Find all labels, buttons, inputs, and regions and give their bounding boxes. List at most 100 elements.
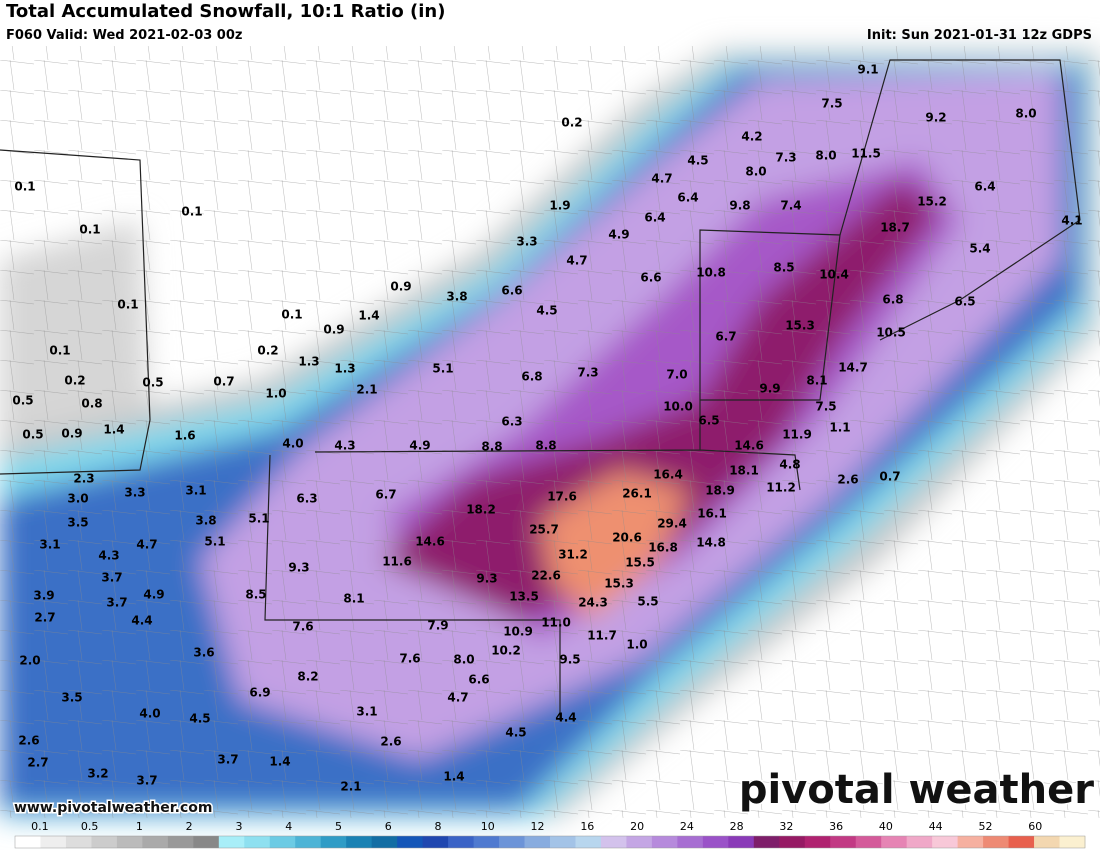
snow-label: 4.9 bbox=[409, 439, 430, 453]
snow-label: 15.3 bbox=[785, 319, 815, 333]
snow-label: 2.6 bbox=[18, 734, 39, 748]
colorbar-label: 36 bbox=[829, 820, 843, 833]
snow-label: 3.7 bbox=[217, 753, 238, 767]
snow-label: 4.5 bbox=[536, 304, 557, 318]
snow-label: 8.1 bbox=[343, 592, 364, 606]
snow-label: 7.6 bbox=[399, 652, 420, 666]
snow-label: 9.3 bbox=[476, 572, 497, 586]
colorbar-swatch bbox=[651, 836, 678, 848]
snow-label: 11.0 bbox=[541, 616, 571, 630]
snow-label: 3.5 bbox=[67, 516, 88, 530]
snow-label: 5.5 bbox=[637, 595, 658, 609]
colorbar-swatch bbox=[881, 836, 908, 848]
snow-labels: 9.1 7.5 9.2 8.0 0.2 4.2 7.3 8.0 11.5 4.5 8.0 4.7 6.4… bbox=[12, 63, 1082, 794]
snow-label: 29.4 bbox=[657, 517, 687, 531]
snow-label: 4.5 bbox=[189, 712, 210, 726]
snow-label: 6.3 bbox=[501, 415, 522, 429]
colorbar-label: 6 bbox=[385, 820, 392, 833]
snow-label: 6.7 bbox=[715, 330, 736, 344]
snow-label: 0.9 bbox=[390, 280, 411, 294]
colorbar-swatch bbox=[524, 836, 551, 848]
snow-label: 7.0 bbox=[666, 368, 687, 382]
colorbar-label: 2 bbox=[186, 820, 193, 833]
init-time: Init: Sun 2021-01-31 12z GDPS bbox=[867, 28, 1092, 43]
snow-label: 7.4 bbox=[780, 199, 801, 213]
snow-label: 0.1 bbox=[281, 308, 302, 322]
snow-label: 3.6 bbox=[193, 646, 214, 660]
url: www.pivotalweather.com bbox=[14, 800, 213, 816]
snow-label: 1.4 bbox=[103, 423, 124, 437]
snow-label: 18.1 bbox=[729, 464, 759, 478]
colorbar-label: 10 bbox=[481, 820, 495, 833]
snow-label: 3.7 bbox=[136, 774, 157, 788]
colorbar-swatch bbox=[855, 836, 882, 848]
snow-label: 3.1 bbox=[185, 484, 206, 498]
snow-label: 10.5 bbox=[876, 326, 906, 340]
snow-label: 0.1 bbox=[117, 298, 138, 312]
snow-label: 14.8 bbox=[696, 536, 726, 550]
colorbar-label: 3 bbox=[235, 820, 242, 833]
snow-label: 4.9 bbox=[608, 228, 629, 242]
snow-label: 18.7 bbox=[880, 221, 910, 235]
snow-label: 1.1 bbox=[829, 421, 850, 435]
colorbar-swatch bbox=[116, 836, 143, 848]
snow-label: 9.3 bbox=[288, 561, 309, 575]
snow-label: 0.8 bbox=[81, 397, 102, 411]
snow-label: 3.7 bbox=[106, 596, 127, 610]
snow-label: 15.3 bbox=[604, 577, 634, 591]
snow-label: 4.4 bbox=[131, 614, 152, 628]
snow-label: 2.7 bbox=[34, 611, 55, 625]
colorbar-label: 60 bbox=[1028, 820, 1042, 833]
snow-label: 6.4 bbox=[974, 180, 995, 194]
colorbar-swatch bbox=[346, 836, 373, 848]
snow-label: 8.5 bbox=[773, 261, 794, 275]
snow-label: 3.3 bbox=[516, 235, 537, 249]
snow-label: 15.2 bbox=[917, 195, 947, 209]
colorbar-label: 28 bbox=[730, 820, 744, 833]
snow-label: 8.1 bbox=[806, 374, 827, 388]
snow-label: 3.2 bbox=[87, 767, 108, 781]
snow-label: 1.6 bbox=[174, 429, 195, 443]
colorbar-swatch bbox=[804, 836, 831, 848]
snow-label: 10.4 bbox=[819, 268, 849, 282]
snow-label: 3.3 bbox=[124, 486, 145, 500]
snow-label: 6.6 bbox=[468, 673, 489, 687]
snow-label: 9.1 bbox=[857, 63, 878, 77]
colorbar-swatch bbox=[473, 836, 500, 848]
snow-label: 6.6 bbox=[640, 271, 661, 285]
snow-label: 7.3 bbox=[577, 366, 598, 380]
snow-label: 3.1 bbox=[356, 705, 377, 719]
colorbar-swatch bbox=[728, 836, 755, 848]
snow-label: 7.9 bbox=[427, 619, 448, 633]
colorbar-label: 0.1 bbox=[31, 820, 49, 833]
snow-label: 6.9 bbox=[249, 686, 270, 700]
colorbar-swatch bbox=[15, 836, 41, 848]
colorbar-swatch bbox=[932, 836, 959, 848]
colorbar-swatch bbox=[269, 836, 296, 848]
colorbar-label: 0.5 bbox=[81, 820, 99, 833]
valid-time: F060 Valid: Wed 2021-02-03 00z bbox=[6, 28, 242, 43]
colorbar-swatch bbox=[550, 836, 576, 848]
colorbar-swatch bbox=[244, 836, 271, 848]
snow-label: 6.4 bbox=[677, 191, 698, 205]
colorbar-swatch bbox=[320, 836, 347, 848]
snow-label: 4.3 bbox=[98, 549, 119, 563]
snow-label: 9.5 bbox=[559, 653, 580, 667]
colorbar-swatch bbox=[218, 836, 245, 848]
snow-label: 26.1 bbox=[622, 487, 652, 501]
colorbar-label: 44 bbox=[929, 820, 943, 833]
snow-label: 3.0 bbox=[67, 492, 88, 506]
title: Total Accumulated Snowfall, 10:1 Ratio (… bbox=[6, 1, 445, 22]
snow-label: 4.2 bbox=[741, 130, 762, 144]
snow-label: 7.5 bbox=[821, 97, 842, 111]
header-band bbox=[0, 0, 1100, 46]
snow-label: 3.7 bbox=[101, 571, 122, 585]
snow-label: 5.1 bbox=[432, 362, 453, 376]
colorbar-label: 5 bbox=[335, 820, 342, 833]
snow-label: 4.7 bbox=[651, 172, 672, 186]
snow-label: 2.1 bbox=[340, 780, 361, 794]
snow-label: 22.6 bbox=[531, 569, 561, 583]
snow-label: 0.2 bbox=[561, 116, 582, 130]
snow-label: 0.5 bbox=[22, 428, 43, 442]
watermark: pivotal weather bbox=[739, 767, 1094, 813]
